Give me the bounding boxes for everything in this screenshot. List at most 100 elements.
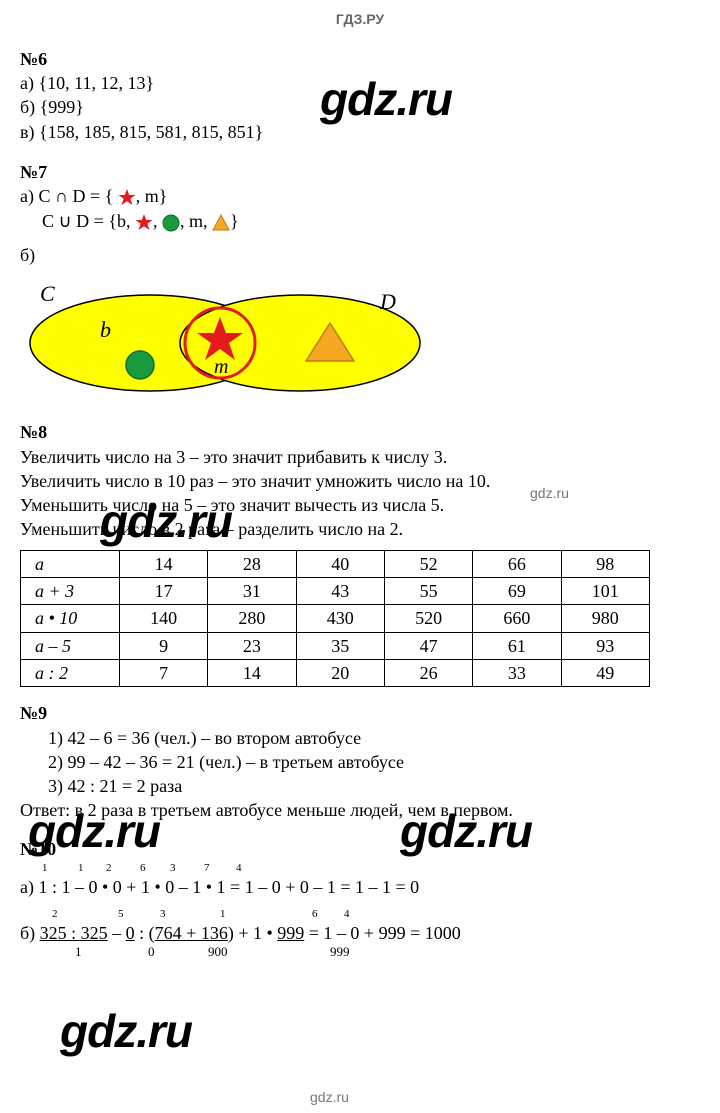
- table-cell: 23: [208, 632, 296, 659]
- table-cell: 98: [561, 550, 649, 577]
- table-cell: 28: [208, 550, 296, 577]
- p: 764 + 136: [155, 923, 228, 943]
- sub: 900: [208, 943, 228, 961]
- table-cell: 14: [208, 659, 296, 686]
- svg-text:m: m: [214, 356, 228, 378]
- task6-b: б) {999}: [20, 95, 700, 119]
- table-cell: 55: [384, 578, 472, 605]
- task6-a: а) {10, 11, 12, 13}: [20, 71, 700, 95]
- row-head: a: [21, 550, 120, 577]
- task10-a: 1 1 2 6 3 7 4 а) 1 : 1 – 0 • 0 + 1 • 0 –…: [20, 861, 700, 899]
- sup: 6: [140, 861, 146, 876]
- triangle-icon: [212, 214, 230, 232]
- table-row: a142840526698: [21, 550, 650, 577]
- table-cell: 140: [119, 605, 207, 632]
- table-cell: 520: [384, 605, 472, 632]
- task7-a-label: а) C ∩ D = { , m}: [20, 184, 700, 208]
- sub: 999: [330, 943, 350, 961]
- table-cell: 280: [208, 605, 296, 632]
- sup: 2: [52, 907, 58, 922]
- row-head: a • 10: [21, 605, 120, 632]
- sup: 4: [236, 861, 242, 876]
- star-icon: [118, 189, 136, 207]
- star-icon-2: [135, 214, 153, 232]
- task7-union-mid: ,: [153, 211, 158, 231]
- table-cell: 31: [208, 578, 296, 605]
- sup: 1: [220, 907, 226, 922]
- table-cell: 47: [384, 632, 472, 659]
- sup: 6: [312, 907, 318, 922]
- table-cell: 26: [384, 659, 472, 686]
- sup: 5: [118, 907, 124, 922]
- page-header: ГДЗ.РУ: [20, 10, 700, 29]
- task10-a-expr: 1 : 1 – 0 • 0 + 1 • 0 – 1 • 1 = 1 – 0 + …: [38, 877, 419, 897]
- task6-title: №6: [20, 47, 700, 71]
- task10-title: №10: [20, 837, 700, 861]
- task8-title: №8: [20, 420, 700, 444]
- table-cell: 40: [296, 550, 384, 577]
- p: : (: [135, 923, 155, 943]
- venn-diagram: C D b m: [20, 273, 440, 408]
- table-row: a • 10140280430520660980: [21, 605, 650, 632]
- circle-icon: [162, 214, 180, 232]
- task9-title: №9: [20, 701, 700, 725]
- sub: 1: [75, 943, 82, 961]
- task7-union-right: }: [230, 211, 239, 231]
- sup: 2: [106, 861, 112, 876]
- sup: 3: [160, 907, 166, 922]
- table-cell: 101: [561, 578, 649, 605]
- task7-union-mid2: , m,: [180, 211, 208, 231]
- table-cell: 66: [473, 550, 561, 577]
- table-cell: 61: [473, 632, 561, 659]
- table-cell: 93: [561, 632, 649, 659]
- task9-l1: 1) 42 – 6 = 36 (чел.) – во втором автобу…: [20, 726, 700, 750]
- p: 0: [126, 923, 135, 943]
- table-cell: 52: [384, 550, 472, 577]
- task7-intersection-left: C ∩ D = {: [38, 186, 113, 206]
- p: = 1 – 0 + 999 = 1000: [304, 923, 460, 943]
- task9-l3: 3) 42 : 21 = 2 раза: [20, 774, 700, 798]
- task10-b: 2 5 3 1 6 4 б) 325 : 325 – 0 : (764 + 13…: [20, 907, 700, 963]
- sup: 4: [344, 907, 350, 922]
- task7-title: №7: [20, 160, 700, 184]
- task6-c: в) {158, 185, 815, 581, 815, 851}: [20, 120, 700, 144]
- sub: 0: [148, 943, 155, 961]
- p: 325 : 325: [40, 923, 108, 943]
- row-head: a : 2: [21, 659, 120, 686]
- sup: 3: [170, 861, 176, 876]
- task8-line2: Увеличить число в 10 раз – это значит ум…: [20, 469, 700, 493]
- table-row: a : 271420263349: [21, 659, 650, 686]
- table-cell: 9: [119, 632, 207, 659]
- watermark-small-2: gdz.ru: [310, 1088, 349, 1107]
- task10-b-label: б): [20, 923, 35, 943]
- task7-a-prefix: а): [20, 186, 34, 206]
- table-cell: 49: [561, 659, 649, 686]
- svg-text:C: C: [40, 281, 55, 306]
- table-cell: 43: [296, 578, 384, 605]
- task8-line1: Увеличить число на 3 – это значит прибав…: [20, 445, 700, 469]
- sup: 1: [78, 861, 84, 876]
- table-cell: 69: [473, 578, 561, 605]
- table-cell: 7: [119, 659, 207, 686]
- row-head: a – 5: [21, 632, 120, 659]
- p: ) + 1 •: [228, 923, 277, 943]
- task8-table: a142840526698a + 31731435569101a • 10140…: [20, 550, 650, 687]
- table-cell: 980: [561, 605, 649, 632]
- task7-union: C ∪ D = {b, , , m, }: [20, 209, 700, 233]
- table-cell: 17: [119, 578, 207, 605]
- task7-b-label: б): [20, 243, 700, 267]
- p: –: [108, 923, 126, 943]
- task10-a-label: а): [20, 877, 34, 897]
- table-cell: 33: [473, 659, 561, 686]
- task9-l2: 2) 99 – 42 – 36 = 21 (чел.) – в третьем …: [20, 750, 700, 774]
- table-row: a + 31731435569101: [21, 578, 650, 605]
- task9-answer: Ответ: в 2 раза в третьем автобусе меньш…: [20, 798, 700, 822]
- table-cell: 430: [296, 605, 384, 632]
- row-head: a + 3: [21, 578, 120, 605]
- table-cell: 660: [473, 605, 561, 632]
- table-cell: 14: [119, 550, 207, 577]
- watermark-big-5: gdz.ru: [60, 1000, 192, 1062]
- task7-union-left: C ∪ D = {b,: [42, 211, 130, 231]
- svg-text:b: b: [100, 317, 111, 342]
- table-cell: 20: [296, 659, 384, 686]
